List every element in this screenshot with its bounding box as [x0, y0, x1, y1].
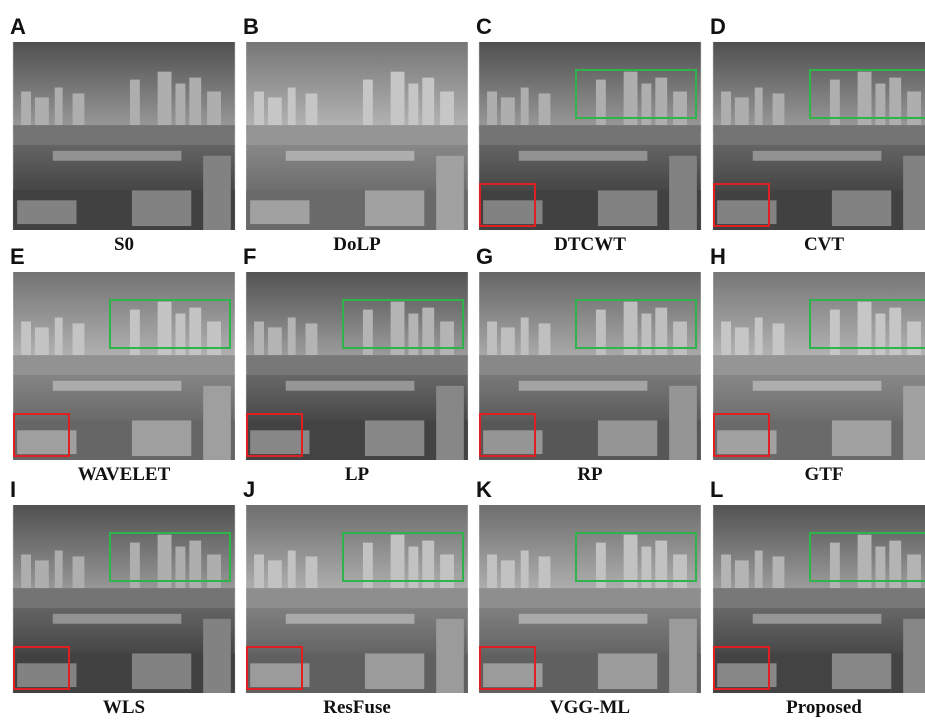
- panel: E WAVELET: [10, 244, 236, 485]
- panel-caption: DTCWT: [554, 234, 626, 255]
- panel-letter: D: [710, 14, 726, 39]
- panel-letter: H: [710, 244, 726, 269]
- panel-caption: WLS: [103, 697, 145, 718]
- panel: L Proposed: [710, 477, 925, 718]
- panel-letter: B: [243, 14, 259, 39]
- panel-caption: RP: [577, 464, 603, 485]
- panel: A S0: [10, 14, 236, 255]
- panel-caption: Proposed: [786, 697, 862, 718]
- panel-caption: LP: [345, 464, 370, 485]
- panel: B DoLP: [243, 14, 469, 255]
- panel-caption: VGG-ML: [550, 697, 630, 718]
- photo-tone: [12, 42, 236, 230]
- panel-caption: GTF: [804, 464, 843, 485]
- panel-letter: J: [243, 477, 255, 502]
- panel-letter: A: [10, 14, 26, 39]
- panel-letter: C: [476, 14, 492, 39]
- panel: D CVT: [710, 14, 925, 255]
- panel-letter: G: [476, 244, 493, 269]
- panel: K VGG-ML: [476, 477, 702, 718]
- panel: F LP: [243, 244, 469, 485]
- panel: C DTCWT: [476, 14, 702, 255]
- panel-caption: DoLP: [333, 234, 381, 255]
- panel-letter: F: [243, 244, 256, 269]
- panel-letter: E: [10, 244, 25, 269]
- panel-letter: L: [710, 477, 723, 502]
- panel-caption: S0: [114, 234, 134, 255]
- photo-tone: [245, 42, 469, 230]
- panel-grid: A S0 B DoLP C DTCWT D CVT E WAVELET F LP G RP H GTF I WLS…: [10, 14, 925, 718]
- panel: G RP: [476, 244, 702, 485]
- panel: J ResFuse: [243, 477, 469, 718]
- figure: A S0 B DoLP C DTCWT D CVT E WAVELET F LP G RP H GTF I WLS…: [0, 0, 925, 720]
- panel-letter: K: [476, 477, 492, 502]
- panel-caption: ResFuse: [323, 697, 391, 718]
- panel-letter: I: [10, 477, 16, 502]
- panel: H GTF: [710, 244, 925, 485]
- panel-caption: WAVELET: [78, 464, 171, 485]
- panel: I WLS: [10, 477, 236, 718]
- panel-caption: CVT: [804, 234, 844, 255]
